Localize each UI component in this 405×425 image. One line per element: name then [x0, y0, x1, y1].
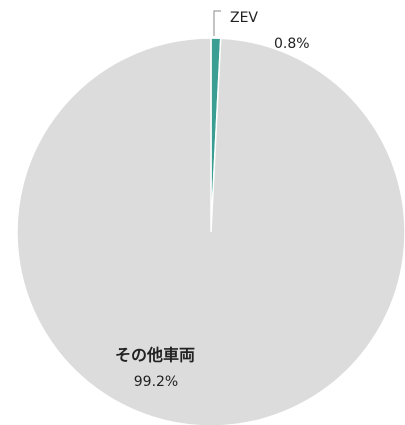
pie-slice — [16, 37, 405, 425]
value-label: 0.8% — [274, 36, 310, 52]
slice-label: その他車両 — [115, 346, 195, 365]
leader-line — [213, 10, 221, 36]
slice-label: ZEV — [230, 10, 258, 26]
value-label: 99.2% — [134, 374, 178, 390]
